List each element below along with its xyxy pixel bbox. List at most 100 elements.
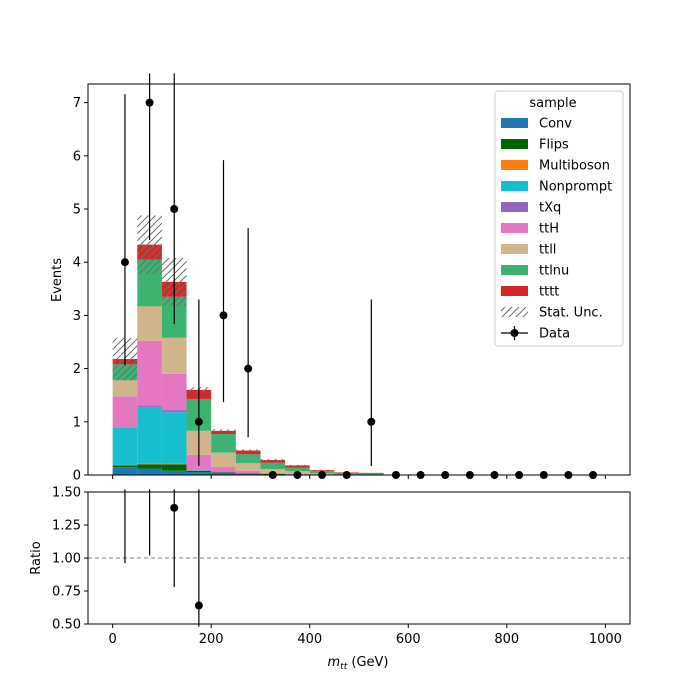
- main-histogram-panel: 0 1 2 3 4 5 6 7: [73, 73, 631, 484]
- bar-tttt: [359, 472, 384, 474]
- legend-swatch: [501, 118, 528, 128]
- x-tick-label: 0: [108, 632, 116, 647]
- data-point: [170, 205, 179, 214]
- y-tick-label: 0: [73, 469, 81, 484]
- y-tick-label: 5: [73, 203, 81, 218]
- bar-nonprompt: [186, 470, 212, 471]
- ratio-y-tick-label: 0.50: [52, 618, 81, 633]
- ratio-point: [194, 601, 203, 610]
- bar-ttll: [211, 452, 236, 468]
- legend-swatch: [501, 160, 528, 170]
- y-tick-label: 4: [73, 256, 81, 271]
- bar-multiboson: [137, 463, 162, 465]
- bar-ttlnu: [260, 462, 286, 470]
- main-axes-frame: [87, 83, 631, 476]
- x-axis-label-sub: tt: [340, 662, 348, 672]
- ratio-point: [170, 503, 179, 512]
- bar-tth: [211, 467, 236, 473]
- legend-title: sample: [529, 96, 576, 111]
- bar-tth: [235, 470, 261, 474]
- bar-conv: [211, 473, 236, 475]
- bar-tttt: [235, 450, 261, 455]
- data-point: [219, 311, 228, 320]
- legend-swatch: [501, 223, 528, 233]
- bar-tth: [112, 396, 138, 428]
- series-multiboson: [112, 463, 187, 466]
- x-axis-label-unit: (GeV): [347, 655, 388, 670]
- y-tick-label: 1: [73, 415, 81, 430]
- bar-tth: [161, 373, 187, 411]
- stat-unc-box: [285, 464, 310, 466]
- bar-flips: [235, 473, 261, 474]
- bar-txq: [186, 469, 212, 471]
- x-tick-label: 600: [396, 632, 421, 647]
- legend-swatch: [501, 139, 528, 149]
- bar-flips: [211, 472, 236, 474]
- y-axis-label-ratio: Ratio: [29, 541, 44, 574]
- stat-unc-box: [235, 449, 261, 452]
- legend-swatch: [501, 181, 528, 191]
- stat-unc-box: [260, 459, 286, 462]
- bar-flips: [186, 470, 212, 473]
- ratio-y-tick-label: 1.50: [52, 486, 81, 501]
- x-axis-label-main: m: [328, 655, 341, 670]
- bar-txq: [161, 410, 187, 413]
- data-point: [145, 98, 154, 107]
- legend-entry-label: tXq: [539, 201, 561, 216]
- legend-entry-label: Conv: [539, 117, 572, 132]
- bar-ttlnu: [285, 467, 310, 472]
- legend-entry-label: ttll: [539, 243, 556, 258]
- bar-conv: [137, 468, 162, 475]
- bar-conv: [186, 472, 212, 475]
- y-tick-label: 3: [73, 309, 81, 324]
- bar-ttll: [112, 380, 138, 397]
- data-point: [194, 417, 203, 426]
- bar-ttll: [161, 337, 187, 374]
- bar-multiboson: [112, 464, 138, 466]
- bar-flips: [161, 464, 187, 471]
- data-point: [367, 417, 376, 426]
- x-tick-label: 800: [494, 632, 519, 647]
- bar-ttlnu: [211, 434, 236, 453]
- ratio-y-tick-label: 0.75: [52, 585, 81, 600]
- bar-conv: [235, 473, 261, 475]
- series-txq: [112, 405, 212, 471]
- data-point: [120, 258, 129, 267]
- bar-ttlnu: [359, 473, 384, 475]
- legend-entry-label: Data: [539, 327, 570, 342]
- stat-unc-box: [211, 429, 236, 433]
- x-tick-label: 400: [297, 632, 322, 647]
- bar-txq: [137, 405, 162, 407]
- bar-ttll: [137, 306, 162, 341]
- bar-txq: [112, 427, 138, 428]
- ratio-panel: 0.50 0.75 1.00 1.25 1.50 0 200 400 600 800 1000: [52, 486, 631, 647]
- bar-flips: [137, 464, 162, 469]
- ratio-y-tick-label: 1.25: [52, 519, 81, 534]
- x-axis-label: mtt (GeV): [328, 655, 389, 672]
- x-tick-label: 200: [199, 632, 224, 647]
- legend-entry-label: Nonprompt: [539, 180, 612, 195]
- series-nonprompt: [112, 406, 212, 471]
- legend-data-marker: [510, 329, 519, 337]
- bar-tth: [137, 340, 162, 406]
- legend-swatch: [501, 244, 528, 254]
- bar-tttt: [285, 465, 310, 468]
- x-tick-label: 1000: [589, 632, 622, 647]
- bar-nonprompt: [112, 427, 138, 465]
- bar-conv: [161, 470, 187, 475]
- bar-multiboson: [161, 463, 187, 465]
- legend-swatch: [501, 202, 528, 212]
- stat-unc-box: [309, 469, 335, 471]
- ratio-axes-frame: [87, 491, 631, 625]
- bar-tttt: [260, 460, 286, 463]
- y-tick-label: 6: [73, 149, 81, 164]
- ratio-y-tick-label: 1.00: [52, 552, 81, 567]
- y-tick-label: 7: [73, 96, 81, 111]
- y-tick-label: 2: [73, 362, 81, 377]
- legend: sample Conv Flips Multiboson Nonprompt tXq ttH…: [494, 90, 624, 347]
- legend-entry-label: tttt: [539, 285, 559, 300]
- legend-entry-label: Stat. Unc.: [539, 306, 603, 321]
- legend-entry-label: ttlnu: [539, 264, 569, 279]
- bar-conv: [112, 467, 138, 475]
